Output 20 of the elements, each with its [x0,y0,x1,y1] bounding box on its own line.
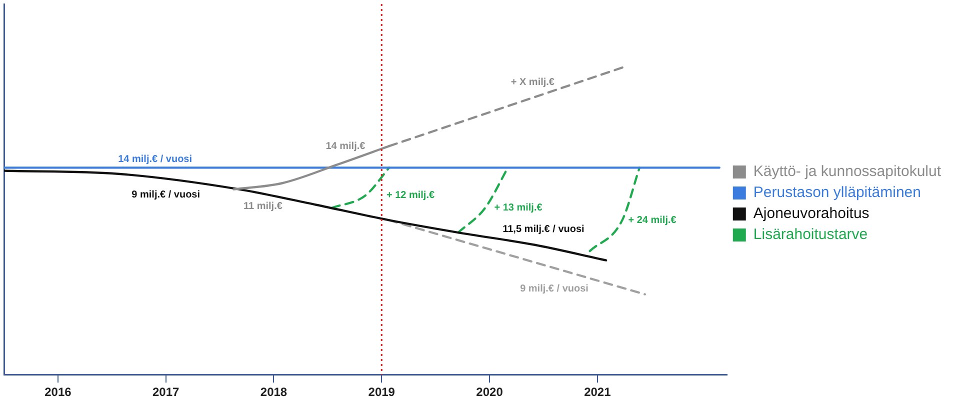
x-tick-label: 2018 [260,385,288,400]
annotation: + 13 milj.€ [494,202,543,214]
x-tick-label: 2017 [152,385,180,400]
annotation: 11 milj.€ [243,200,283,212]
annotation: 9 milj.€ / vuosi [132,189,200,200]
legend-label: Lisärahoitustarve [753,226,868,244]
legend-label: Perustason ylläpitäminen [753,184,921,202]
annotation: + 12 milj.€ [386,190,435,202]
annotation: 14 milj.€ [326,140,366,152]
x-tick-label: 2016 [44,385,72,400]
annotation: 9 milj.€ / vuosi [520,283,589,294]
annotation: + 24 milj.€ [628,214,677,226]
legend-label: Ajoneuvorahoitus [753,205,870,222]
x-tick-label: 2021 [584,385,612,400]
x-tick-label: 2020 [476,385,504,400]
legend-label: Käyttö- ja kunnossapitokulut [753,163,942,180]
annotation: 14 milj.€ / vuosi [118,154,192,165]
annotation: + X milj.€ [510,76,555,88]
x-tick-label: 2019 [368,385,396,400]
annotation: 11,5 milj.€ / vuosi [502,224,585,235]
